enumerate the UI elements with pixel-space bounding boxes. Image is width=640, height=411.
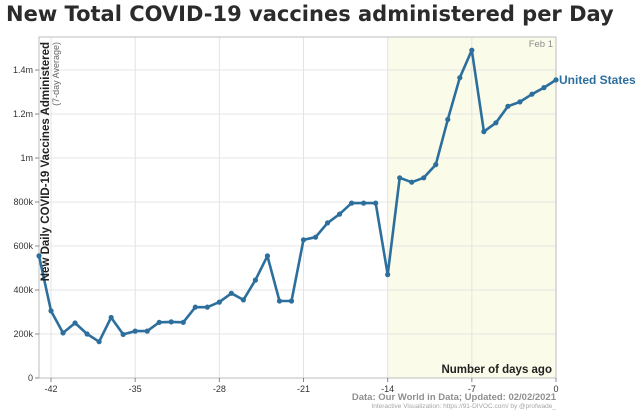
data-point: [433, 162, 439, 168]
data-point: [324, 220, 331, 226]
x-tick-label: -42: [45, 384, 58, 394]
data-point: [108, 314, 114, 321]
data-point: [204, 304, 210, 310]
y-tick-label: 400k: [13, 285, 33, 295]
data-point: [288, 298, 295, 304]
plot-border: [38, 36, 557, 379]
data-point: [228, 290, 234, 296]
data-point: [529, 91, 535, 97]
y-tick-label: 1m: [20, 153, 33, 163]
data-point: [300, 237, 307, 243]
visualization-credit: Interactive Visualization: https://91-DI…: [371, 403, 556, 410]
data-point: [36, 253, 42, 259]
data-point: [445, 116, 451, 123]
x-tick-label: -7: [468, 384, 476, 394]
y-tick-label: 0: [28, 373, 33, 383]
data-point: [312, 234, 319, 240]
data-point: [457, 75, 463, 81]
x-tick-label: -14: [381, 384, 394, 394]
data-point: [385, 272, 391, 278]
data-point: [132, 328, 138, 334]
y-tick-label: 1.4m: [13, 65, 33, 75]
data-point: [264, 253, 271, 259]
series-layer: [36, 47, 559, 345]
chart-title: New Total COVID-19 vaccines administered…: [6, 2, 614, 26]
data-point: [373, 200, 379, 206]
y-tick-label: 200k: [13, 329, 33, 339]
data-point: [168, 319, 174, 325]
x-tick-label: -21: [297, 384, 310, 394]
data-point: [156, 319, 162, 325]
data-point: [541, 85, 547, 91]
x-tick-label: -35: [129, 384, 142, 394]
x-tick-label: -28: [213, 384, 226, 394]
data-point: [469, 47, 475, 53]
data-point: [192, 304, 198, 310]
y-tick-label: 800k: [13, 197, 33, 207]
data-point: [361, 200, 367, 206]
data-point: [349, 200, 355, 206]
data-point: [60, 330, 66, 336]
x-axis-label: Number of days ago: [441, 364, 552, 376]
data-point: [553, 77, 559, 83]
data-point: [421, 175, 427, 181]
data-point: [216, 299, 222, 305]
y-axis-ticks: 0 200k 400k 600k 800k 1m 1.2m 1.4m: [13, 65, 39, 383]
data-point: [48, 308, 54, 314]
data-point: [409, 179, 415, 185]
data-point: [481, 129, 487, 135]
x-tick-label: 0: [553, 384, 558, 394]
data-point: [276, 298, 283, 304]
data-source: Data: Our World in Data; Updated: 02/02/…: [352, 392, 557, 403]
x-axis-ticks: -42 -35 -28 -21 -14 -7 0: [45, 378, 559, 394]
date-label: Feb 1: [529, 39, 553, 50]
data-point: [397, 175, 403, 181]
data-point: [72, 320, 78, 326]
data-point: [517, 99, 523, 105]
data-point: [493, 120, 499, 126]
data-point: [120, 331, 126, 338]
data-point: [505, 103, 511, 109]
y-tick-label: 1.2m: [13, 109, 33, 119]
y-axis-label: New Daily COVID-19 Vaccines Administered: [40, 42, 52, 281]
data-point: [180, 319, 186, 325]
data-point: [252, 277, 259, 283]
data-point: [336, 211, 343, 217]
data-point: [144, 328, 150, 334]
data-point: [96, 339, 102, 345]
y-tick-label: 600k: [13, 241, 33, 251]
data-point: [240, 297, 246, 303]
data-point: [84, 331, 90, 337]
y-axis-sublabel: (7-day Average): [51, 42, 61, 106]
series-label-united-states: United States: [559, 73, 636, 87]
